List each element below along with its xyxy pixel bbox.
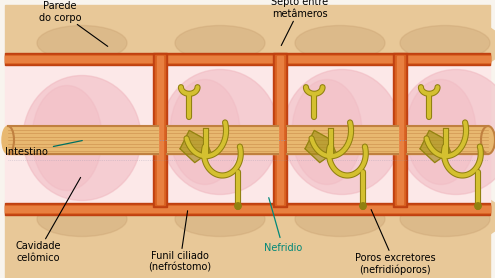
Text: Nefridio: Nefridio [264,198,302,253]
Text: Funil ciliado
(nefróstomo): Funil ciliado (nefróstomo) [148,211,211,273]
Ellipse shape [481,126,495,154]
Bar [407,126,488,154]
Text: Intestino: Intestino [5,141,82,157]
Ellipse shape [162,18,278,73]
Text: Poros excretores
(nefridióporos): Poros excretores (nefridióporos) [355,210,435,275]
Bar [277,56,283,204]
Bar [5,206,490,212]
Bar [5,203,490,215]
Polygon shape [305,130,336,163]
Circle shape [360,203,366,209]
Ellipse shape [175,202,265,237]
Text: Septo entre
metâmeros: Septo entre metâmeros [271,0,329,46]
Bar [157,56,163,204]
Circle shape [235,203,241,209]
Bar [153,53,167,207]
Ellipse shape [406,80,476,185]
Ellipse shape [161,70,279,195]
Ellipse shape [400,202,490,237]
Ellipse shape [37,26,127,61]
Bar [275,55,285,205]
Ellipse shape [24,190,140,244]
Bar [167,126,278,154]
Ellipse shape [283,190,397,244]
Ellipse shape [292,80,362,185]
Ellipse shape [295,202,385,237]
Bar [5,53,490,65]
Ellipse shape [388,190,495,244]
Ellipse shape [283,18,397,73]
Ellipse shape [175,26,265,61]
Text: Cavidade
celômico: Cavidade celômico [15,177,81,263]
Bar [287,126,398,154]
Bar [395,55,405,205]
Ellipse shape [2,126,14,154]
Bar [273,53,287,207]
Ellipse shape [397,70,495,195]
Text: Parede
do corpo: Parede do corpo [39,1,108,46]
Bar [8,126,158,154]
Ellipse shape [162,190,278,244]
Ellipse shape [295,26,385,61]
Ellipse shape [170,80,240,185]
Bar [5,56,490,62]
Circle shape [475,203,481,209]
Bar [155,55,165,205]
Bar [393,53,407,207]
Ellipse shape [23,76,141,200]
Bar [5,63,490,205]
Ellipse shape [400,26,490,61]
Bar [5,55,490,63]
Ellipse shape [283,70,401,195]
Ellipse shape [388,18,495,73]
Bar [397,56,403,204]
Polygon shape [180,130,210,163]
Ellipse shape [37,202,127,237]
Bar [5,200,490,278]
Ellipse shape [24,18,140,73]
Bar [5,205,490,213]
Ellipse shape [32,86,102,190]
Polygon shape [420,130,450,163]
Bar [5,5,490,65]
